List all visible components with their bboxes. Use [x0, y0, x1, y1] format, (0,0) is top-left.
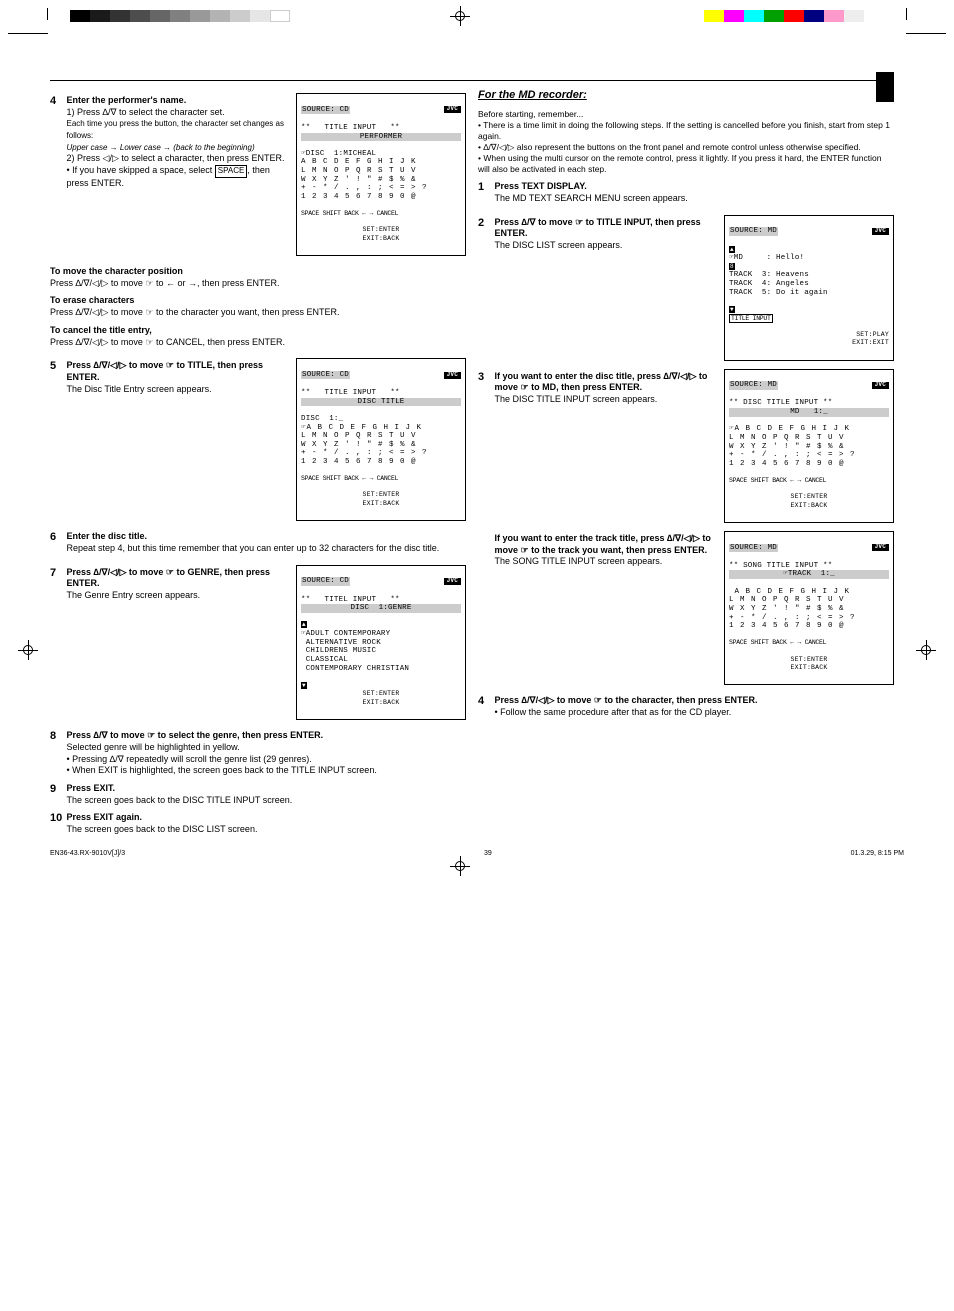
space-key-label: SPACE	[215, 165, 248, 177]
step-4-text: Enter the performer's name.	[67, 95, 187, 105]
step-r4: 4 Press ∆/∇/◁/▷ to move ☞ to the charact…	[478, 695, 894, 718]
step-r1: 1 Press TEXT DISPLAY. The MD TEXT SEARCH…	[478, 181, 894, 204]
step-4-note: • If you have skipped a space, select	[67, 165, 213, 175]
screen-disc-title: SOURCE: CDJVC ** TITLE INPUT ** DISC TIT…	[296, 358, 466, 521]
step-4: 4 Enter the performer's name. 1) Press ∆…	[50, 95, 290, 189]
step-5: 5 Press ∆/∇/◁/▷ to move ☞ to TITLE, then…	[50, 360, 290, 395]
screen-md-disc-title: SOURCE: MDJVC ** DISC TITLE INPUT ** MD …	[724, 369, 894, 523]
screen-genre: SOURCE: CDJVC ** TITEL INPUT ** DISC 1:G…	[296, 565, 466, 721]
to-erase: To erase characters Press ∆/∇/◁/▷ to mov…	[50, 295, 466, 318]
step-8: 8 Press ∆/∇ to move ☞ to select the genr…	[50, 730, 466, 777]
md-intro: Before starting, remember... • There is …	[478, 109, 894, 175]
footer-file: EN36-43.RX-9010V[J]/3	[50, 850, 125, 857]
screen-md-song-title: SOURCE: MDJVC ** SONG TITLE INPUT ** ☞TR…	[724, 531, 894, 685]
step-r3: 3 If you want to enter the disc title, p…	[478, 371, 718, 406]
footer: EN36-43.RX-9010V[J]/3 39 01.3.29, 8:15 P…	[50, 850, 904, 857]
left-column: 4 Enter the performer's name. 1) Press ∆…	[50, 89, 466, 842]
screen-md-list: SOURCE: MDJVC ▲ ☞MD : Hello! 8 TRACK 3: …	[724, 215, 894, 361]
step-r2: 2 Press ∆/∇ to move ☞ to TITLE INPUT, th…	[478, 217, 718, 252]
footer-date: 01.3.29, 8:15 PM	[851, 850, 904, 857]
md-recorder-heading: For the MD recorder:	[478, 89, 894, 101]
top-rule	[50, 80, 894, 81]
step-4-sub1: 1) Press ∆/∇ to select the character set…	[67, 107, 225, 117]
step-10: 10 Press EXIT again. The screen goes bac…	[50, 812, 466, 835]
right-column: For the MD recorder: Before starting, re…	[478, 89, 894, 842]
page-tab	[876, 72, 894, 102]
step-9: 9 Press EXIT. The screen goes back to th…	[50, 783, 466, 806]
step-4-sub2: 2) Press ◁/▷ to select a character, then…	[67, 153, 285, 163]
screen-performer: SOURCE: CDJVC ** TITLE INPUT ** PERFORME…	[296, 93, 466, 256]
footer-page: 39	[484, 850, 492, 857]
step-7: 7 Press ∆/∇/◁/▷ to move ☞ to GENRE, then…	[50, 567, 290, 602]
step-r3b: If you want to enter the track title, pr…	[478, 533, 718, 568]
to-move: To move the character position Press ∆/∇…	[50, 266, 466, 289]
to-cancel: To cancel the title entry, Press ∆/∇/◁/▷…	[50, 325, 466, 348]
step-6: 6 Enter the disc title. Repeat step 4, b…	[50, 531, 466, 554]
